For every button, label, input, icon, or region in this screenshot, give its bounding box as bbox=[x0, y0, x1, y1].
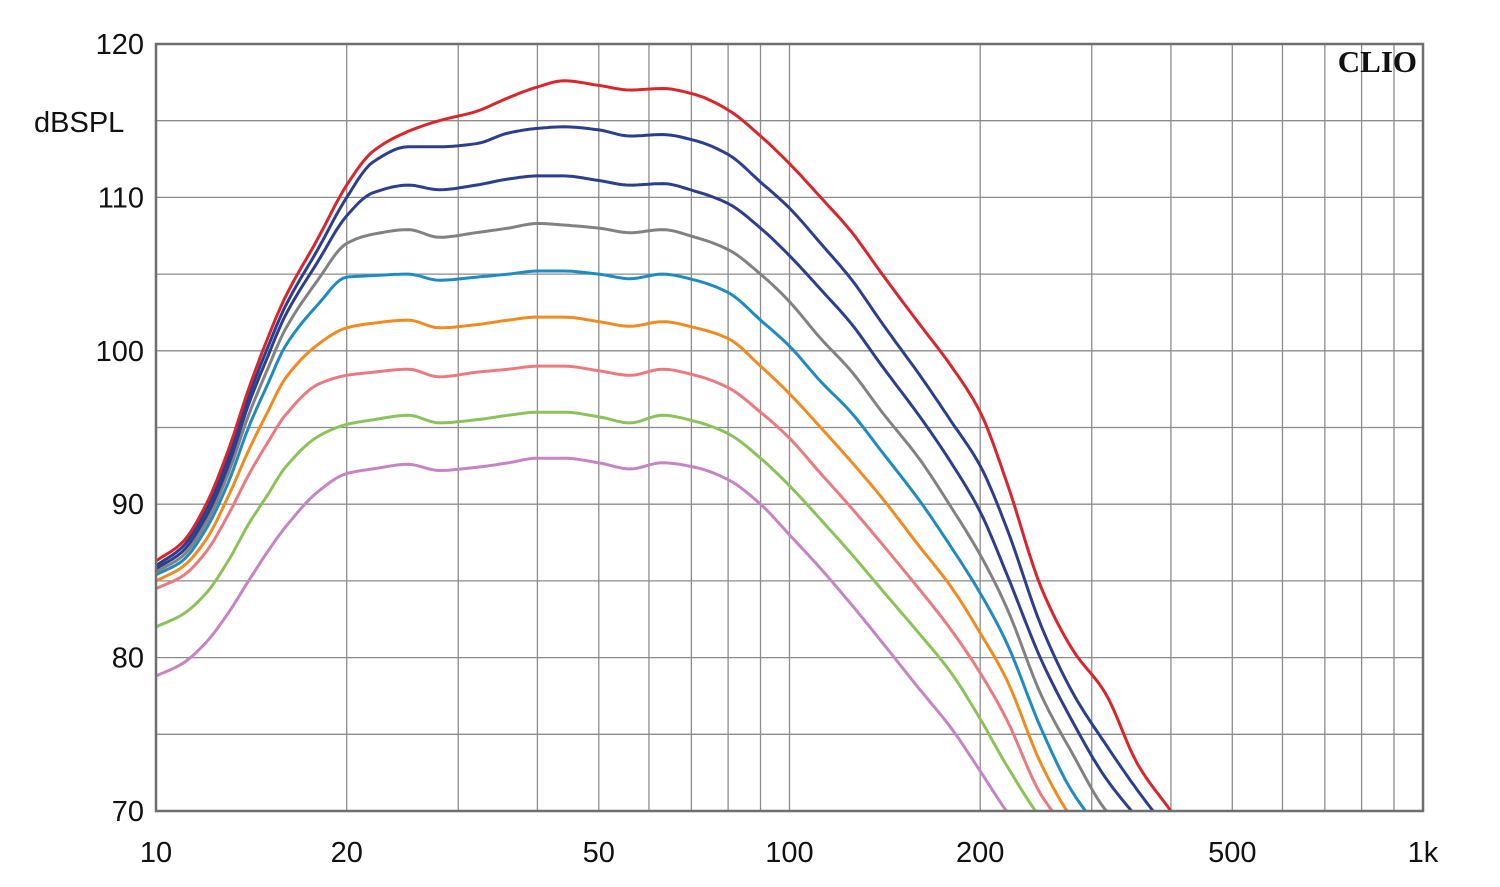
y-tick-label: 110 bbox=[98, 182, 144, 214]
x-tick-label: 1k bbox=[1408, 837, 1439, 869]
plot-area bbox=[156, 79, 1173, 811]
grid bbox=[156, 44, 1423, 811]
x-tick-label: 500 bbox=[1208, 837, 1256, 869]
response-curve-4 bbox=[156, 222, 1109, 811]
y-tick-label: 80 bbox=[112, 643, 144, 675]
response-curve-5 bbox=[156, 269, 1088, 811]
response-curve-1 bbox=[156, 79, 1173, 811]
x-tick-label: 200 bbox=[956, 837, 1004, 869]
x-tick-label: 100 bbox=[765, 837, 813, 869]
y-tick-label: 120 bbox=[96, 29, 144, 61]
response-curve-6 bbox=[156, 315, 1069, 811]
clio-brand-mark: CLIO bbox=[1338, 44, 1417, 79]
y-axis-ticks: 70 80 90 100 110 120 bbox=[96, 29, 144, 828]
response-curve-2 bbox=[156, 125, 1156, 811]
y-tick-label: 100 bbox=[96, 336, 144, 368]
x-tick-label: 10 bbox=[140, 837, 172, 869]
y-tick-label: 70 bbox=[112, 796, 144, 828]
plot-frame bbox=[154, 42, 1425, 813]
response-curve-7 bbox=[156, 364, 1055, 811]
y-tick-label: 90 bbox=[112, 489, 144, 521]
response-curve-3 bbox=[156, 174, 1134, 811]
x-tick-label: 50 bbox=[583, 837, 615, 869]
response-curve-8 bbox=[156, 410, 1038, 811]
x-axis-ticks: 10 20 50 100 200 500 1k bbox=[140, 837, 1439, 869]
x-tick-label: 20 bbox=[331, 837, 363, 869]
y-axis-unit: dBSPL bbox=[34, 107, 124, 139]
response-curve-9 bbox=[156, 456, 1009, 811]
